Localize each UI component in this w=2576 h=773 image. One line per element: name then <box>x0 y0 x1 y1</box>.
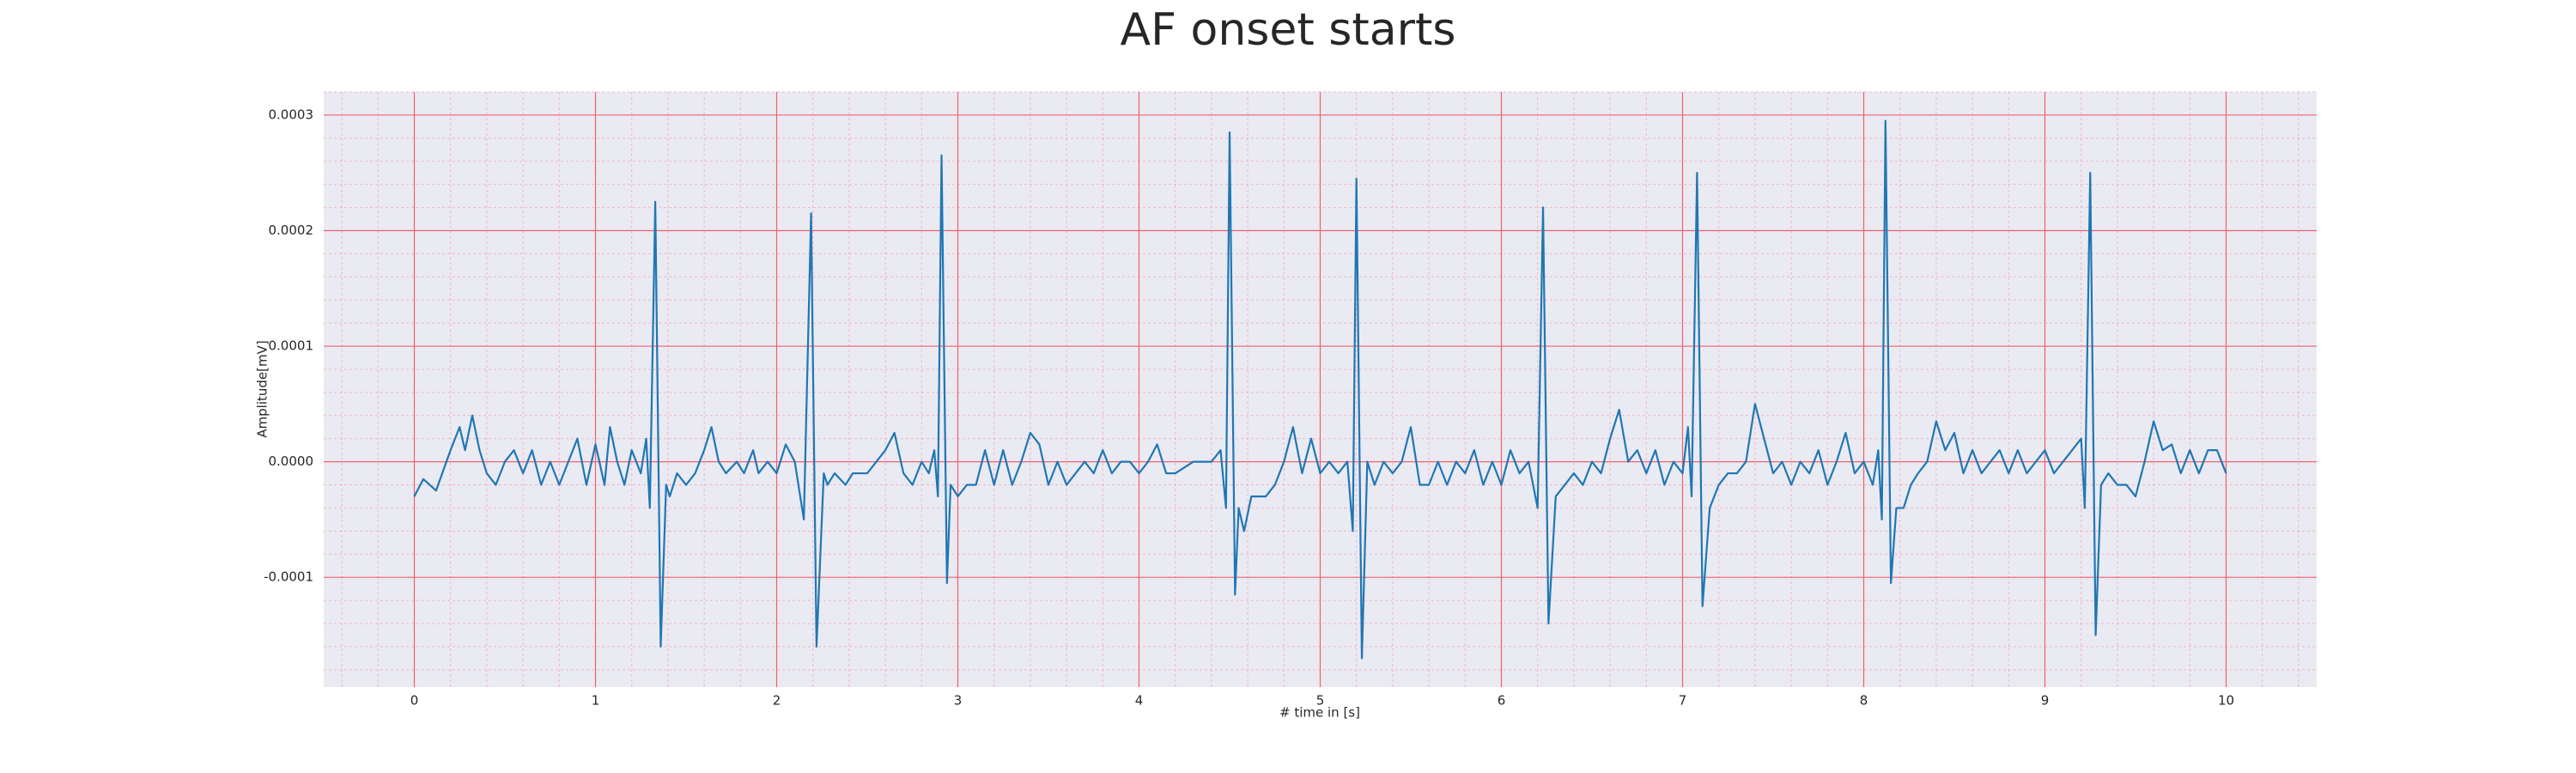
x-tick-label: 3 <box>954 693 963 709</box>
x-tick-label: 9 <box>2041 693 2050 709</box>
signal-line <box>413 119 2227 660</box>
x-tick-label: 6 <box>1498 693 1506 709</box>
x-tick-label: 10 <box>2218 693 2234 709</box>
x-tick-label: 7 <box>1679 693 1687 709</box>
y-tick-label: 0.0000 <box>269 453 314 469</box>
y-tick-label: 0.0001 <box>269 338 314 354</box>
y-tick-label: -0.0001 <box>264 569 313 585</box>
x-tick-label: 8 <box>1860 693 1868 709</box>
x-tick-label: 1 <box>592 693 600 709</box>
y-tick-label: 0.0002 <box>269 222 314 238</box>
x-tick-label: 4 <box>1135 693 1144 709</box>
y-tick-label: 0.0003 <box>269 107 314 122</box>
y-axis-label: Amplitude[mV] <box>255 340 270 437</box>
x-tick-label: 5 <box>1316 693 1325 709</box>
x-axis-label: # time in [s] <box>1279 705 1360 721</box>
x-tick-label: 0 <box>410 693 419 709</box>
chart-title: AF onset starts <box>1121 4 1456 56</box>
x-tick-label: 2 <box>773 693 781 709</box>
